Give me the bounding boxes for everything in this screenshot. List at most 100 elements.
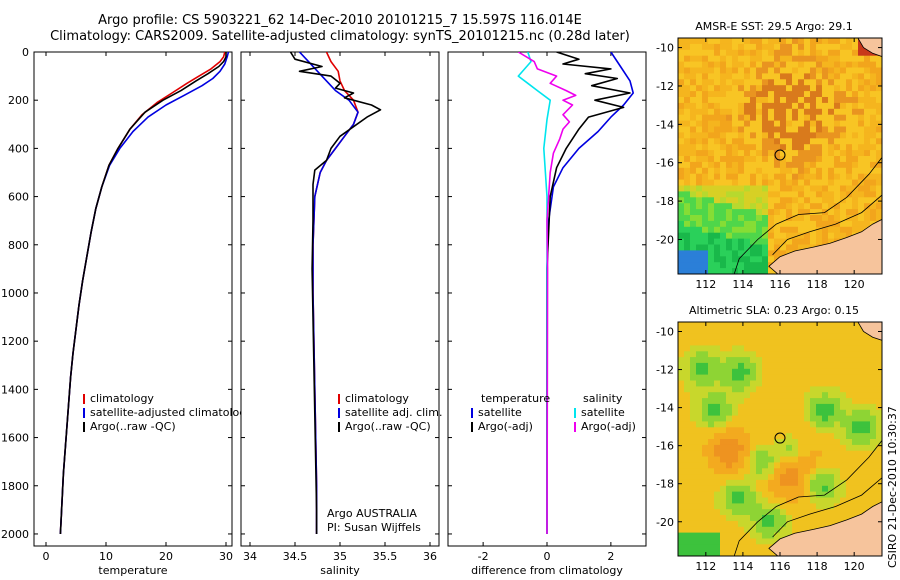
map-cell xyxy=(750,120,757,128)
map-cell xyxy=(852,415,859,422)
map-cell xyxy=(714,503,721,510)
map-cell xyxy=(738,79,745,86)
map-cell xyxy=(756,532,763,539)
map-cell xyxy=(750,550,757,556)
map-cell xyxy=(852,61,859,69)
map-cell xyxy=(810,409,817,417)
map-cell xyxy=(696,55,703,63)
map-cell xyxy=(756,244,763,251)
map-cell xyxy=(768,351,775,358)
map-cell xyxy=(744,550,751,556)
map-cell xyxy=(846,462,853,469)
float-annotation: Argo AUSTRALIA xyxy=(327,507,417,520)
map-cell xyxy=(774,444,781,452)
map-cell xyxy=(708,550,715,556)
map-cell xyxy=(876,55,882,63)
map-cell xyxy=(762,126,769,133)
map-cell xyxy=(684,468,691,475)
map-cell xyxy=(864,386,871,393)
map-cell xyxy=(762,322,769,329)
map-cell xyxy=(798,150,805,157)
map-cell xyxy=(804,380,811,387)
map-cell xyxy=(816,156,823,163)
map-cell xyxy=(798,368,805,376)
map-cell xyxy=(816,450,823,458)
map-cell xyxy=(798,427,805,434)
map-cell xyxy=(684,479,691,487)
map-cell xyxy=(804,85,811,92)
map-cell xyxy=(780,132,787,139)
map-cell xyxy=(690,215,697,222)
map-cell xyxy=(732,108,739,116)
map-cell xyxy=(792,156,799,163)
map-cell xyxy=(828,209,835,216)
map-cell xyxy=(840,479,847,487)
map-cell xyxy=(678,179,685,187)
map-cell xyxy=(774,456,781,463)
map-cell xyxy=(738,108,745,116)
map-cell xyxy=(780,73,787,80)
map-cell xyxy=(774,433,781,440)
map-cell xyxy=(822,322,829,329)
map-cell xyxy=(876,161,882,169)
map-cell xyxy=(708,515,715,522)
map-cell xyxy=(702,345,709,352)
map-cell xyxy=(744,220,751,228)
map-cell xyxy=(840,515,847,522)
legend-label: Argo(..raw -QC) xyxy=(345,420,431,433)
map-cell xyxy=(810,520,817,528)
map-cell xyxy=(792,368,799,376)
map-cell xyxy=(726,526,733,534)
map-cell xyxy=(720,97,727,104)
map-cell xyxy=(744,339,751,346)
map-cell xyxy=(708,156,715,163)
map-cell xyxy=(684,203,691,210)
map-cell xyxy=(702,491,709,498)
map-cell xyxy=(870,362,877,370)
map-cell xyxy=(684,256,691,263)
map-cell xyxy=(744,380,751,387)
map-cell xyxy=(678,215,685,222)
map-cell xyxy=(840,362,847,370)
map-cell xyxy=(798,468,805,475)
map-cell xyxy=(750,61,757,69)
map-cell xyxy=(732,250,739,257)
map-cell xyxy=(744,503,751,510)
map-cell xyxy=(858,203,865,210)
map-cell xyxy=(840,421,847,428)
map-cell xyxy=(780,327,787,335)
map-cell xyxy=(774,85,781,92)
map-cell xyxy=(858,132,865,139)
map-cell xyxy=(702,138,709,145)
map-cell xyxy=(696,173,703,181)
map-cell xyxy=(876,126,882,133)
map-cell xyxy=(816,444,823,452)
map-cell xyxy=(708,185,715,192)
map-cell xyxy=(744,462,751,469)
map-cell xyxy=(876,392,882,399)
map-cell xyxy=(678,161,685,169)
map-cell xyxy=(876,108,882,116)
map-cell xyxy=(702,173,709,181)
map-cell xyxy=(870,345,877,352)
map-cell xyxy=(732,456,739,463)
map-cell xyxy=(696,238,703,246)
map-cell xyxy=(714,108,721,116)
map-cell xyxy=(690,421,697,428)
map-cell xyxy=(768,185,775,192)
map-cell xyxy=(738,173,745,181)
map-cell xyxy=(744,91,751,98)
map-cell xyxy=(678,509,685,516)
map-cell xyxy=(750,450,757,458)
map-cell xyxy=(786,322,793,329)
map-cell xyxy=(834,333,841,341)
map-cell xyxy=(756,161,763,169)
map-cell xyxy=(780,126,787,133)
map-cell xyxy=(738,503,745,510)
map-cell xyxy=(756,403,763,411)
x-tick-label: 120 xyxy=(844,278,865,291)
plot-frame xyxy=(240,51,440,547)
map-cell xyxy=(810,345,817,352)
map-cell xyxy=(690,479,697,487)
map-cell xyxy=(804,485,811,493)
